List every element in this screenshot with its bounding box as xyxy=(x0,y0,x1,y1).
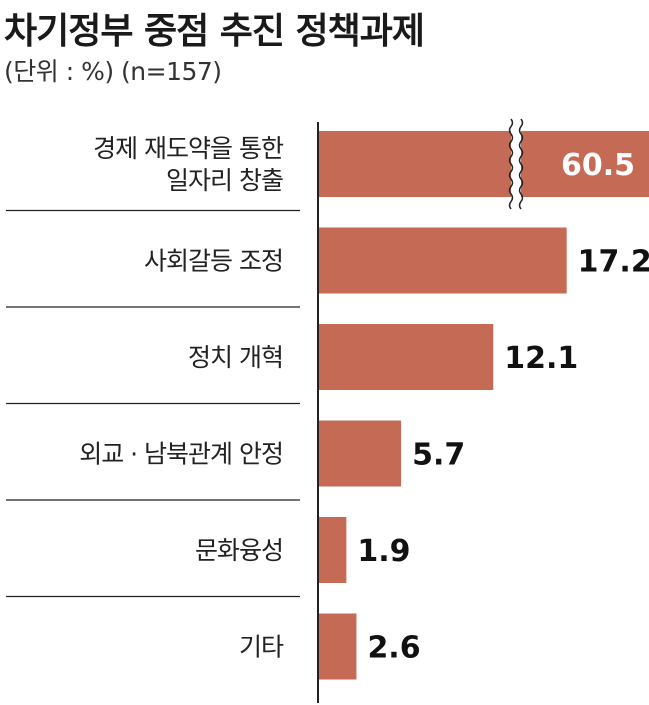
data-label-1: 17.2 xyxy=(578,245,649,280)
chart-title: 차기정부 중점 추진 정책과제 xyxy=(4,11,425,52)
bar-5 xyxy=(319,613,357,680)
data-label-0: 60.5 xyxy=(561,148,635,183)
category-label-0: 경제 재도약을 통한 xyxy=(93,134,284,163)
category-label-2: 정치 개혁 xyxy=(188,343,283,372)
category-label-3: 외교 · 남북관계 안정 xyxy=(79,440,283,469)
chart-subtitle: (단위 : %) (n=157) xyxy=(4,57,222,86)
data-label-3: 5.7 xyxy=(412,438,465,473)
bar-2 xyxy=(319,324,494,390)
data-label-5: 2.6 xyxy=(367,631,420,666)
axis-break-gap xyxy=(511,119,521,209)
bar-3 xyxy=(319,420,402,487)
bar-0 xyxy=(319,131,649,197)
category-label-1: 사회갈등 조정 xyxy=(144,247,283,276)
category-label-0: 일자리 창출 xyxy=(166,166,283,195)
bar-1 xyxy=(319,227,567,294)
axis-break-mark-0 xyxy=(508,118,514,210)
bar-4 xyxy=(319,517,347,583)
data-label-2: 12.1 xyxy=(504,341,578,376)
data-label-4: 1.9 xyxy=(357,534,410,569)
axis-break-mark-1 xyxy=(518,118,524,210)
category-label-5: 기타 xyxy=(239,633,284,662)
category-label-4: 문화융성 xyxy=(195,536,283,565)
